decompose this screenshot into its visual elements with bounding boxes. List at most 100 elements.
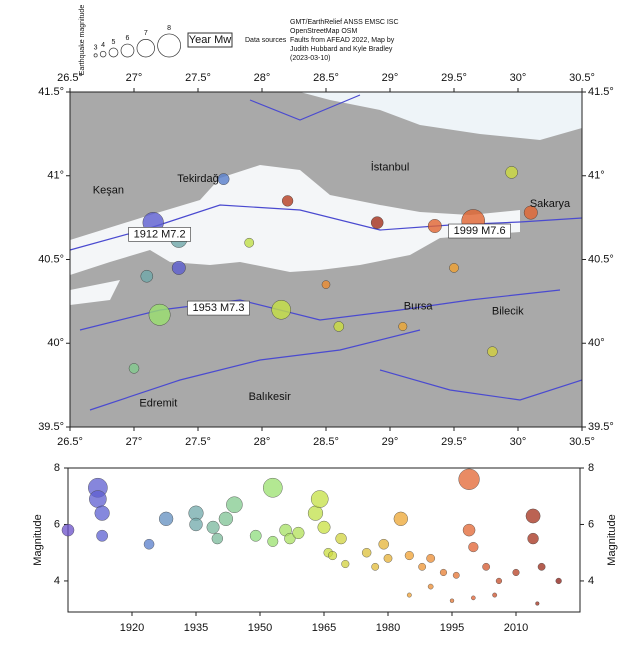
earthquake	[321, 280, 331, 289]
scatter-point	[189, 517, 203, 532]
city-label: Keşan	[93, 185, 124, 197]
event-box	[128, 227, 191, 242]
scatter-point	[452, 571, 460, 579]
scatter-point	[468, 541, 479, 553]
y-tick-label: 40.5°	[588, 253, 614, 265]
x-tick-label: 27.5°	[185, 436, 211, 448]
scatter-point	[535, 601, 540, 606]
legend-size	[108, 47, 119, 58]
scatter-point	[482, 562, 490, 571]
credit-line: OpenStreetMap OSM	[290, 28, 357, 35]
x-tick-label: 29°	[382, 72, 399, 84]
legend-size	[136, 39, 155, 58]
colorbar-box	[187, 32, 233, 48]
earthquake	[370, 216, 384, 229]
scatter-point	[427, 583, 434, 590]
x-tick-label: 28.5°	[313, 436, 339, 448]
y-tick-label: 6	[54, 518, 60, 530]
y-tick-label: 4	[54, 575, 60, 587]
credit-line: Judith Hubbard and Kyle Bradley	[290, 46, 393, 53]
earthquake	[171, 260, 186, 275]
black-sea	[300, 92, 582, 140]
fault	[89, 329, 421, 411]
earthquake	[271, 300, 291, 320]
scatter-point	[89, 490, 107, 508]
city-label: Edremit	[139, 397, 177, 409]
x-tick-label: 28°	[254, 436, 271, 448]
earthquake	[244, 237, 255, 248]
y-axis-label: Magnitude	[32, 514, 44, 565]
fault	[249, 94, 361, 121]
scatter-point	[495, 577, 503, 585]
y-axis-label: Magnitude	[606, 514, 618, 565]
earthquake	[148, 303, 171, 326]
x-tick-label: 27°	[126, 436, 143, 448]
scatter-point	[527, 532, 539, 545]
colorbar-label: Year Mw	[189, 34, 231, 46]
x-tick-label: 29.5°	[441, 436, 467, 448]
city-label: Balıkesir	[249, 391, 292, 403]
x-tick-label: 26.5°	[57, 436, 83, 448]
x-tick-label: 30.5°	[569, 72, 595, 84]
scatter-point	[292, 526, 305, 539]
y-tick-label: 8	[588, 462, 594, 474]
x-tick-label: 30.5°	[569, 436, 595, 448]
scatter-point	[263, 477, 283, 498]
legend-size	[120, 43, 135, 58]
scatter-point	[328, 551, 338, 561]
event-label: 1953 M7.3	[192, 302, 244, 314]
y-tick-label: 40.5°	[38, 253, 64, 265]
y-tick-label: 41.5°	[588, 86, 614, 98]
legend-size	[157, 33, 181, 58]
scatter-point	[310, 490, 329, 508]
x-tick-label: 27°	[126, 72, 143, 84]
event-box	[448, 223, 511, 239]
scatter-point	[426, 554, 436, 563]
x-tick-label: 2010	[504, 622, 528, 634]
credit-line: Faults from AFEAD 2022, Map by	[290, 37, 395, 44]
event-label: 1912 M7.2	[134, 228, 186, 240]
chart-frame	[67, 467, 581, 613]
x-tick-label: 28.5°	[313, 72, 339, 84]
scatter-point	[206, 520, 220, 534]
scatter-point	[317, 520, 331, 534]
scatter-point	[341, 559, 350, 569]
scatter-point	[458, 468, 480, 490]
x-tick-label: 29°	[382, 436, 399, 448]
y-tick-label: 39.5°	[38, 421, 64, 433]
scatter-point	[94, 505, 110, 521]
earthquake	[449, 263, 459, 273]
earthquake	[487, 346, 498, 357]
earthquake	[398, 322, 408, 331]
city-label: Bursa	[404, 300, 434, 312]
legend-size-label: 6	[126, 35, 130, 42]
scatter-point	[406, 592, 412, 598]
legend-size	[93, 53, 98, 58]
scatter-point	[335, 532, 347, 545]
scatter-point	[159, 511, 174, 526]
credit-line: (2023-03-10)	[290, 55, 330, 62]
y-tick-label: 40°	[47, 337, 64, 349]
city-label: Tekirdağ	[177, 173, 219, 185]
y-tick-label: 41°	[588, 170, 605, 182]
legend-size-label: 4	[101, 42, 105, 49]
scatter-point	[418, 562, 426, 571]
city-label: İstanbul	[371, 160, 410, 173]
earthquake	[128, 363, 140, 374]
y-tick-label: 6	[588, 518, 594, 530]
x-tick-label: 28°	[254, 72, 271, 84]
legend-size-label: 7	[144, 30, 148, 37]
scatter-point	[537, 562, 546, 571]
x-tick-label: 1965	[312, 622, 336, 634]
scatter-point	[492, 592, 498, 598]
scatter-point	[471, 595, 476, 601]
scatter-point	[439, 568, 447, 576]
legend-size	[99, 50, 107, 58]
scatter-point	[284, 532, 296, 545]
scatter-point	[404, 551, 414, 561]
x-tick-label: 1995	[440, 622, 464, 634]
map	[69, 91, 583, 428]
scatter-point	[378, 538, 389, 550]
y-tick-label: 41°	[47, 170, 64, 182]
